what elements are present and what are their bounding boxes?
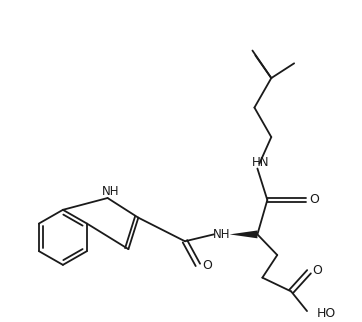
Text: O: O bbox=[202, 259, 212, 272]
Text: NH: NH bbox=[102, 185, 119, 198]
Polygon shape bbox=[230, 231, 257, 238]
Text: O: O bbox=[309, 194, 319, 206]
Text: O: O bbox=[312, 264, 322, 277]
Text: HO: HO bbox=[317, 307, 336, 319]
Text: HN: HN bbox=[252, 156, 269, 169]
Text: NH: NH bbox=[213, 228, 231, 241]
